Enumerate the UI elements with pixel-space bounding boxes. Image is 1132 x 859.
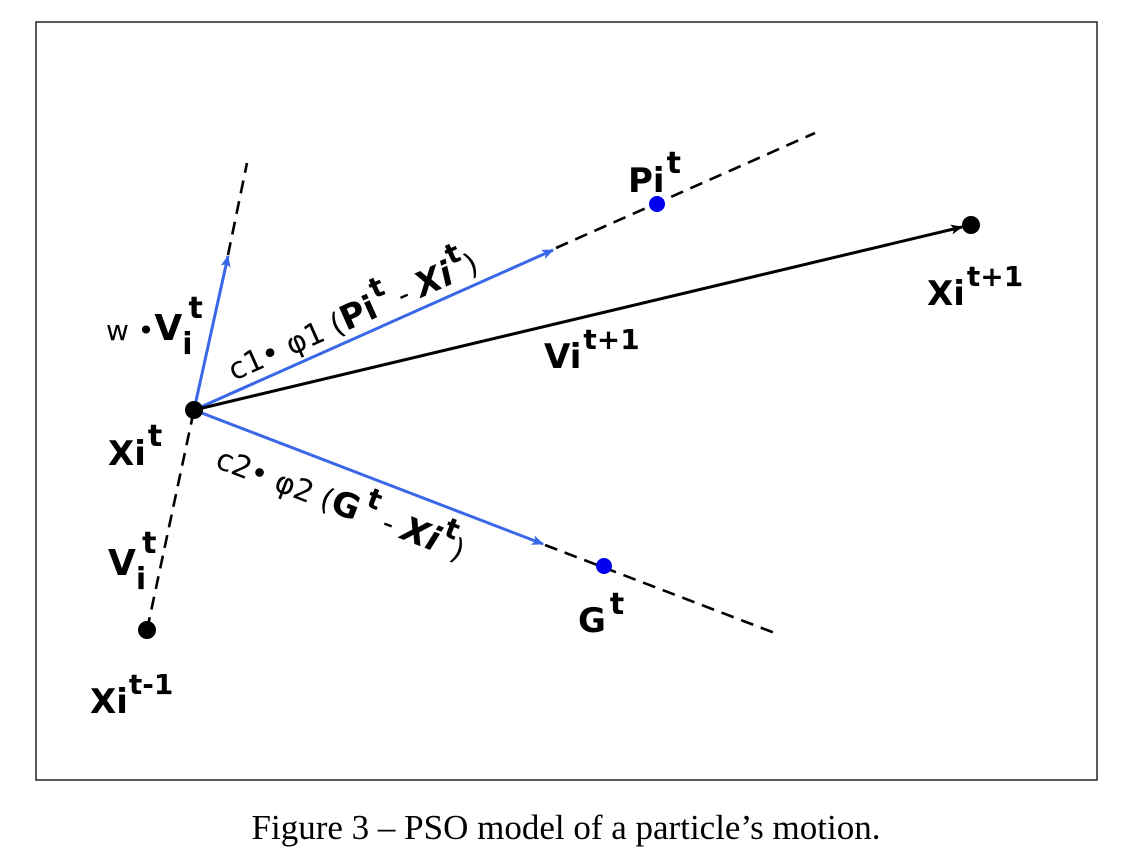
social-vector	[193, 408, 544, 546]
cognitive-vector	[193, 248, 554, 412]
point-p-best	[649, 196, 665, 212]
label-p-best: Pit	[628, 146, 681, 201]
label-v-next: Vit+1	[544, 323, 640, 377]
resultant-velocity-vector	[193, 224, 963, 412]
label-x-prev: Xit-1	[90, 668, 173, 722]
label-inertia: w •Vit	[106, 291, 203, 362]
pbest-dashed-line	[555, 131, 816, 250]
label-v-prev: Vit	[108, 526, 157, 597]
inertia-vector	[192, 255, 231, 411]
point-x-curr	[185, 401, 203, 419]
trajectory-dashed-line	[145, 409, 196, 631]
label-x-next: Xit+1	[927, 260, 1023, 314]
label-social: c2• φ2 (Gt - Xit)	[211, 426, 476, 570]
point-x-prev	[138, 621, 156, 639]
point-x-next	[962, 216, 980, 234]
figure-caption: Figure 3 – PSO model of a particle’s mot…	[251, 808, 881, 847]
label-x-curr: Xit	[108, 419, 162, 474]
inertia-extension-dashed-line	[226, 162, 249, 256]
figure-frame	[35, 21, 1098, 781]
point-g-best	[596, 558, 612, 574]
label-cognitive: c1• φ1 (Pit - Xit)	[216, 231, 484, 389]
